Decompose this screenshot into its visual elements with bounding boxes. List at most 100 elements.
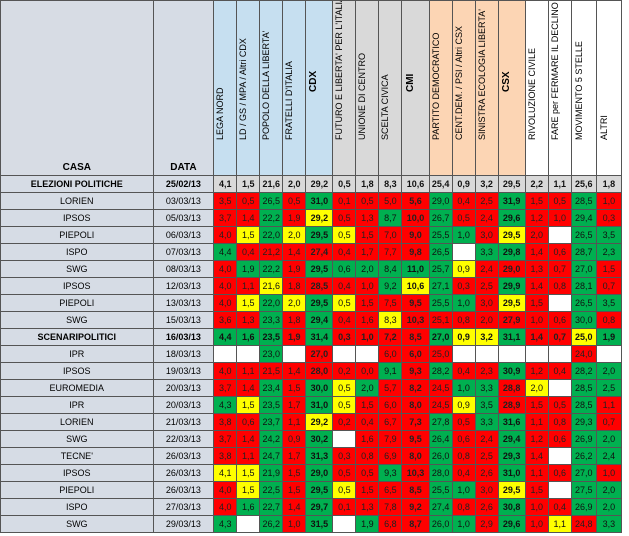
value-cell: 27,4	[428, 498, 453, 516]
value-cell: 31,6	[497, 413, 526, 431]
value-cell: 2,5	[474, 447, 499, 465]
row-data: 03/03/13	[152, 192, 215, 210]
value-cell: 1,0	[282, 515, 307, 533]
value-cell: 28,1	[570, 277, 597, 295]
value-cell: 29,5	[305, 226, 334, 244]
table-row: ELEZIONI POLITICHE 25/02/13 4,1 1,5 21,6 2,0 2…	[0, 175, 623, 193]
value-cell: 2,4	[474, 260, 499, 278]
value-cell: 29,5	[497, 175, 526, 193]
row-data: 26/03/13	[152, 464, 215, 482]
value-cell: 6,0	[378, 396, 403, 414]
value-cell: 27,9	[497, 311, 526, 329]
header-col-sinistra-ecologia-liberta: SINISTRA ECOLOGIA LIBERTA'	[474, 0, 499, 176]
value-cell: 5,0	[378, 192, 403, 210]
value-cell: 7,5	[378, 294, 403, 312]
header-col-fare-per-fermare-il-declino: FARE per FERMARE IL DECLINO	[547, 0, 572, 176]
value-cell: 2,5	[474, 277, 499, 295]
value-cell: 25,6	[570, 175, 597, 193]
value-cell: 24,5	[428, 379, 453, 397]
row-data: 21/03/13	[152, 413, 215, 431]
value-cell: 27,8	[428, 413, 453, 431]
value-cell: 0,5	[355, 464, 380, 482]
value-cell	[474, 345, 499, 363]
header-col-lega-nord: LEGA NORD	[213, 0, 238, 176]
value-cell: 1,0	[451, 481, 476, 499]
table-row: IPSOS 19/03/13 4,0 1,1 21,5 1,4 28,0 0,2 0,0 9,1 9…	[0, 362, 623, 380]
value-cell: 1,1	[547, 175, 572, 193]
header-col-fratelli-d-italia: FRATELLI D'ITALIA	[282, 0, 307, 176]
value-cell: 4,0	[213, 362, 238, 380]
value-cell: 2,0	[355, 260, 380, 278]
value-cell: 3,0	[474, 226, 499, 244]
value-cell: 0,8	[451, 447, 476, 465]
value-cell: 4,4	[213, 328, 238, 346]
value-cell	[547, 345, 572, 363]
row-data: 26/03/13	[152, 447, 215, 465]
value-cell: 1,1	[547, 515, 572, 533]
value-cell: 3,0	[474, 481, 499, 499]
value-cell: 28,9	[497, 396, 526, 414]
value-cell: 0,5	[332, 481, 357, 499]
value-cell: 7,7	[378, 243, 403, 261]
value-cell: 29,5	[305, 260, 334, 278]
value-cell: 1,6	[355, 311, 380, 329]
value-cell: 1,4	[236, 209, 261, 227]
header-col-cmi: CMI	[401, 0, 430, 176]
row-casa: SWG	[0, 260, 154, 278]
value-cell: 29,6	[497, 515, 526, 533]
value-cell: 4,0	[213, 481, 238, 499]
value-cell: 1,4	[524, 328, 549, 346]
value-cell: 9,2	[401, 498, 430, 516]
value-cell: 0,8	[451, 311, 476, 329]
value-cell: 1,5	[524, 192, 549, 210]
header-label: UNIONE DI CENTRO	[357, 52, 368, 140]
header-label: SCELTA CIVICA	[380, 74, 391, 140]
value-cell: 25,0	[570, 328, 597, 346]
value-cell: 9,2	[378, 277, 403, 295]
value-cell: 0,4	[332, 243, 357, 261]
value-cell: 1,0	[547, 209, 572, 227]
value-cell: 1,4	[282, 362, 307, 380]
value-cell: 0,4	[547, 362, 572, 380]
value-cell	[547, 447, 572, 465]
value-cell: 2,0	[595, 430, 623, 448]
value-cell: 0,8	[547, 413, 572, 431]
value-cell: 0,8	[547, 277, 572, 295]
value-cell: 1,0	[355, 328, 380, 346]
value-cell: 0,4	[332, 277, 357, 295]
value-cell: 3,5	[595, 294, 623, 312]
header-label: LEGA NORD	[215, 87, 226, 140]
value-cell: 1,1	[236, 447, 261, 465]
value-cell: 0,7	[595, 277, 623, 295]
value-cell: 27,1	[428, 277, 453, 295]
value-cell: 0,1	[332, 498, 357, 516]
value-cell: 29,5	[305, 294, 334, 312]
value-cell: 30,0	[570, 311, 597, 329]
value-cell: 0,4	[355, 413, 380, 431]
value-cell	[213, 345, 238, 363]
value-cell: 1,5	[524, 481, 549, 499]
value-cell: 2,5	[595, 379, 623, 397]
value-cell: 1,5	[236, 464, 261, 482]
table-row: LORIEN 03/03/13 3,5 0,5 26,5 0,5 31,0 0,1 0,5 5,0…	[0, 192, 623, 210]
value-cell: 31,9	[497, 192, 526, 210]
value-cell: 10,3	[401, 464, 430, 482]
header-label: FRATELLI D'ITALIA	[284, 61, 295, 140]
value-cell: 1,9	[282, 328, 307, 346]
value-cell: 30,0	[305, 379, 334, 397]
value-cell: 2,0	[282, 294, 307, 312]
value-cell: 22,7	[259, 498, 284, 516]
value-cell: 1,4	[524, 277, 549, 295]
value-cell: 26,9	[570, 430, 597, 448]
value-cell: 22,2	[259, 260, 284, 278]
table-row: PIEPOLI 13/03/13 4,0 1,5 22,0 2,0 29,5 0,5 1,5 7,…	[0, 294, 623, 312]
value-cell	[282, 345, 307, 363]
value-cell: 1,5	[595, 260, 623, 278]
row-casa: ELEZIONI POLITICHE	[0, 175, 154, 193]
value-cell: 3,5	[213, 192, 238, 210]
value-cell: 29,4	[305, 311, 334, 329]
value-cell: 21,2	[259, 243, 284, 261]
value-cell: 24,0	[570, 345, 597, 363]
value-cell	[595, 345, 623, 363]
value-cell: 3,7	[213, 430, 238, 448]
